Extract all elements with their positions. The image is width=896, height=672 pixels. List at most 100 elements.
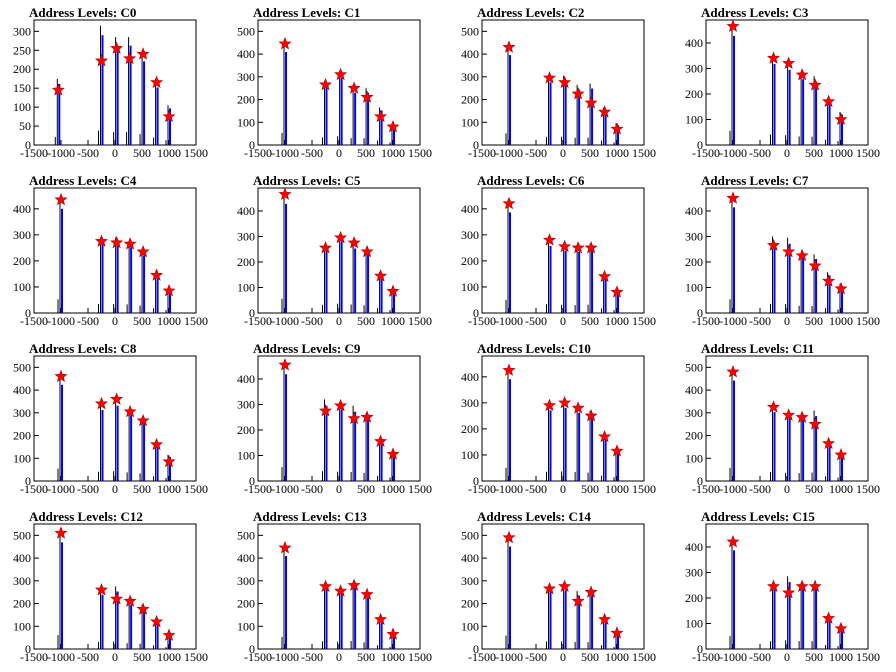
level-marker bbox=[795, 248, 809, 262]
level-marker bbox=[278, 541, 292, 554]
level-marker bbox=[598, 269, 612, 283]
level-marker bbox=[543, 398, 556, 411]
y-tick-label: 50 bbox=[19, 119, 31, 133]
level-marker bbox=[795, 68, 809, 81]
x-tick-label: -1000 bbox=[495, 146, 523, 160]
level-marker bbox=[584, 409, 598, 422]
y-tick-label: 0 bbox=[697, 474, 703, 488]
level-marker bbox=[386, 120, 400, 133]
level-marker bbox=[610, 444, 624, 457]
y-tick-label: 300 bbox=[237, 70, 255, 84]
y-tick-label: 500 bbox=[685, 360, 703, 374]
y-tick-label: 300 bbox=[237, 574, 255, 588]
level-marker bbox=[584, 585, 598, 598]
x-tick-label: 0 bbox=[336, 314, 342, 328]
level-marker bbox=[598, 105, 612, 118]
level-marker bbox=[386, 627, 400, 640]
y-tick-label: 100 bbox=[685, 112, 703, 126]
level-marker bbox=[571, 594, 585, 607]
level-marker bbox=[598, 612, 612, 625]
level-marker bbox=[136, 244, 150, 258]
level-marker bbox=[502, 530, 516, 544]
x-tick-label: 1500 bbox=[408, 482, 432, 496]
level-marker bbox=[374, 434, 388, 447]
y-tick-label: 200 bbox=[685, 255, 703, 269]
level-marker bbox=[110, 41, 124, 54]
address-levels-panel-2: Address Levels: C2-1500 -1000 -500 0 500 1000… bbox=[461, 5, 656, 160]
level-marker bbox=[767, 238, 780, 251]
x-tick-label: -1500 bbox=[20, 314, 48, 328]
level-marker bbox=[558, 239, 572, 253]
y-tick-label: 100 bbox=[237, 280, 255, 294]
x-tick-label: -1000 bbox=[271, 314, 299, 328]
panel-title: Address Levels: C13 bbox=[253, 509, 367, 524]
level-marker bbox=[808, 417, 822, 430]
level-marker bbox=[822, 274, 836, 287]
y-tick-label: 500 bbox=[13, 528, 31, 542]
address-levels-panel-4: Address Levels: C4-1500 -1000 -500 0 500 1000… bbox=[13, 173, 208, 328]
level-marker bbox=[95, 54, 108, 67]
x-tick-label: -1000 bbox=[719, 314, 747, 328]
x-tick-label: 0 bbox=[112, 146, 118, 160]
level-marker bbox=[136, 602, 150, 615]
level-marker bbox=[543, 233, 556, 246]
address-levels-panel-11: Address Levels: C11 -1500 -1000 -500 0 500 100… bbox=[685, 341, 880, 496]
x-tick-label: 500 bbox=[357, 146, 375, 160]
panel-title: Address Levels: C9 bbox=[253, 341, 361, 356]
y-tick-label: 400 bbox=[685, 36, 703, 50]
level-marker bbox=[150, 75, 164, 89]
level-marker bbox=[360, 244, 374, 258]
x-tick-label: 500 bbox=[805, 146, 823, 160]
panel-title: Address Levels: C1 bbox=[253, 5, 360, 20]
level-marker bbox=[123, 51, 137, 65]
y-tick-label: 100 bbox=[685, 280, 703, 294]
level-marker bbox=[558, 579, 572, 593]
address-levels-panel-7: Address Levels: C7-1500 -1000 -500 0 500 1000… bbox=[685, 173, 880, 328]
address-levels-panel-6: Address Levels: C6-1500 -1000 -500 0 500 1000… bbox=[461, 173, 656, 328]
x-tick-label: 0 bbox=[784, 146, 790, 160]
x-tick-label: -500 bbox=[77, 314, 99, 328]
level-marker bbox=[834, 621, 848, 635]
y-tick-label: 150 bbox=[13, 81, 31, 95]
level-marker bbox=[584, 96, 598, 109]
x-tick-label: 500 bbox=[133, 482, 151, 496]
x-tick-label: -1000 bbox=[719, 482, 747, 496]
y-tick-label: 200 bbox=[13, 429, 31, 443]
level-marker bbox=[782, 244, 796, 258]
level-marker bbox=[726, 191, 740, 204]
y-tick-label: 0 bbox=[25, 306, 31, 320]
level-marker bbox=[808, 78, 822, 91]
y-tick-label: 500 bbox=[461, 24, 479, 38]
x-tick-label: 1500 bbox=[856, 146, 880, 160]
x-tick-label: -500 bbox=[77, 650, 99, 664]
x-tick-label: 500 bbox=[133, 314, 151, 328]
level-marker bbox=[502, 40, 516, 53]
y-tick-label: 0 bbox=[473, 474, 479, 488]
panel-title: Address Levels: C2 bbox=[477, 5, 584, 20]
x-tick-label: -1500 bbox=[244, 650, 272, 664]
level-marker bbox=[795, 410, 809, 423]
y-tick-label: 300 bbox=[461, 396, 479, 410]
level-marker bbox=[162, 109, 176, 123]
y-tick-label: 200 bbox=[461, 93, 479, 107]
x-tick-label: 1000 bbox=[829, 314, 853, 328]
y-tick-label: 300 bbox=[685, 406, 703, 420]
level-marker bbox=[150, 268, 164, 281]
address-levels-panel-5: Address Levels: C5-1500 -1000 -500 0 500 1000… bbox=[237, 173, 432, 328]
x-tick-label: 1000 bbox=[605, 482, 629, 496]
y-tick-label: 200 bbox=[237, 597, 255, 611]
level-marker bbox=[502, 196, 516, 210]
panel-title: Address Levels: C0 bbox=[29, 5, 136, 20]
level-marker bbox=[347, 578, 361, 591]
level-marker bbox=[278, 358, 292, 371]
level-marker bbox=[360, 587, 374, 600]
y-tick-label: 100 bbox=[461, 115, 479, 129]
x-tick-label: -500 bbox=[301, 482, 323, 496]
x-tick-label: -1500 bbox=[20, 146, 48, 160]
y-tick-label: 400 bbox=[685, 204, 703, 218]
x-tick-label: 1000 bbox=[157, 482, 181, 496]
level-marker bbox=[347, 411, 361, 425]
level-marker bbox=[334, 67, 348, 81]
x-tick-label: 1500 bbox=[632, 314, 656, 328]
x-tick-label: 1000 bbox=[605, 314, 629, 328]
